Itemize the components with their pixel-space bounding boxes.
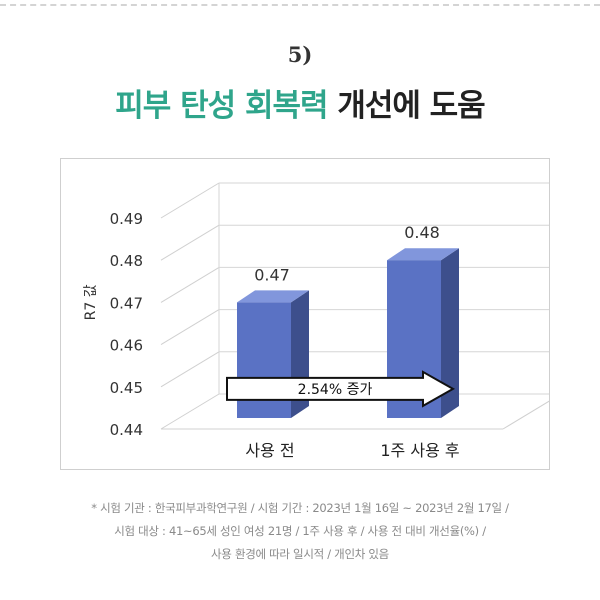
y-tick-label: 0.46 — [110, 337, 143, 355]
data-label: 0.47 — [254, 265, 290, 284]
top-dashed-divider — [0, 4, 600, 6]
y-axis-label: R7 값 — [83, 284, 99, 320]
grid-perspective-line — [160, 351, 220, 388]
y-tick-label: 0.47 — [110, 294, 143, 312]
floor-edge — [502, 400, 549, 430]
headline-accent: 피부 탄성 회복력 — [115, 88, 328, 124]
bar-top — [387, 248, 459, 261]
footnote-line-2: 시험 대상 : 41~65세 성인 여성 21명 / 1주 사용 후 / 사용 … — [114, 524, 486, 538]
data-label: 0.48 — [404, 223, 440, 242]
grid-perspective-line — [160, 266, 220, 303]
step-number: 5) — [287, 42, 313, 67]
bar-top — [237, 290, 309, 303]
y-tick-label: 0.45 — [110, 379, 143, 397]
grid-perspective-line — [160, 393, 220, 430]
chart-frame: 0.49 0.48 0.47 0.46 0.45 0.44 R7 값 0.47 0.48 2… — [60, 158, 550, 470]
y-tick-label: 0.48 — [110, 252, 143, 270]
footnote-line-3: 사용 환경에 따라 일시적 / 개인차 있음 — [211, 547, 389, 561]
x-category-label: 사용 전 — [245, 441, 294, 460]
x-category-label: 1주 사용 후 — [380, 441, 459, 460]
footnote-line-1: * 시험 기관 : 한국피부과학연구원 / 시험 기간 : 2023년 1월 1… — [91, 501, 509, 515]
footnote: * 시험 기관 : 한국피부과학연구원 / 시험 기간 : 2023년 1월 1… — [0, 497, 600, 566]
y-tick-label: 0.44 — [110, 421, 143, 439]
grid-perspective-line — [160, 224, 220, 261]
y-tick-label: 0.49 — [110, 210, 143, 228]
increase-arrow — [226, 370, 456, 408]
bar-chart: 0.49 0.48 0.47 0.46 0.45 0.44 R7 값 0.47 0.48 2… — [83, 182, 549, 460]
increase-annotation: 2.54% 증가 — [298, 382, 373, 398]
bar-side — [441, 248, 459, 418]
grid-perspective-line — [160, 309, 220, 346]
headline-rest: 개선에 도움 — [337, 88, 485, 124]
headline: 피부 탄성 회복력 개선에 도움 — [0, 80, 600, 125]
grid-perspective-line — [160, 182, 220, 219]
